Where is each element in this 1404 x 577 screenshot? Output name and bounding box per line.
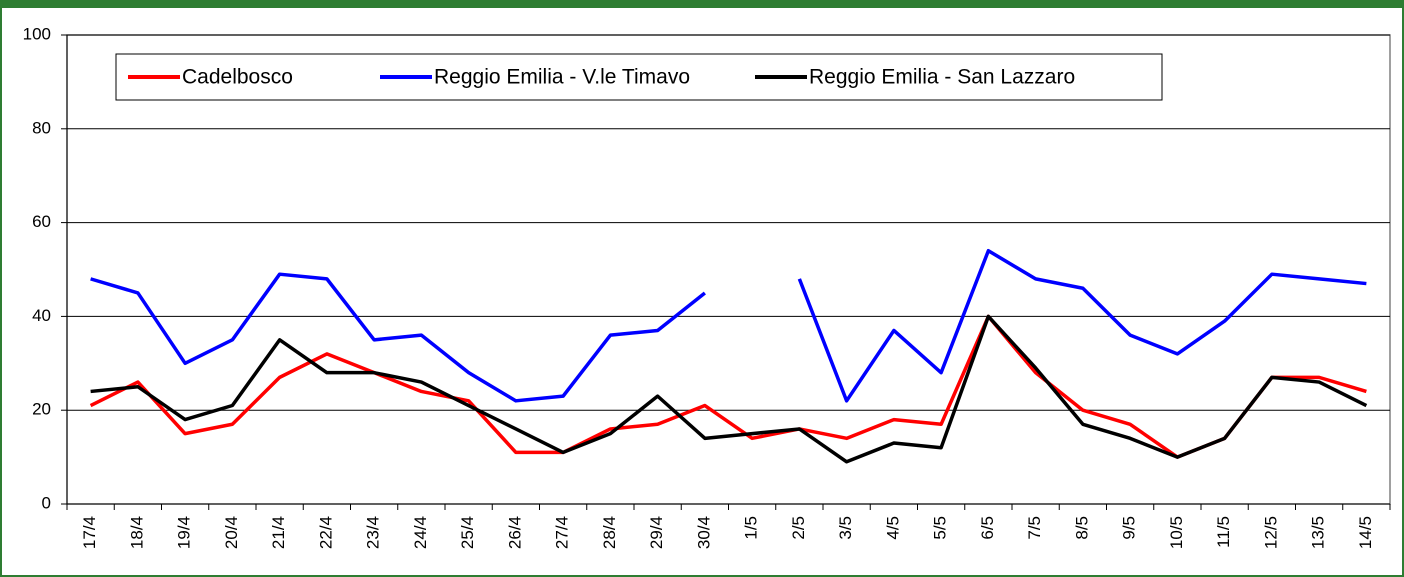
x-tick-label: 27/4 <box>553 516 572 549</box>
x-tick-label: 21/4 <box>269 516 288 549</box>
x-tick-label: 20/4 <box>222 516 241 549</box>
x-tick-label: 5/5 <box>931 516 950 540</box>
x-tick-label: 18/4 <box>127 516 146 549</box>
x-tick-label: 24/4 <box>411 516 430 549</box>
y-tick-label: 40 <box>32 306 51 325</box>
x-tick-label: 17/4 <box>80 516 99 549</box>
legend-box <box>115 53 1163 101</box>
line-series <box>90 314 1368 464</box>
x-tick-label: 11/5 <box>1214 516 1233 548</box>
y-tick-label: 0 <box>42 493 51 512</box>
x-tick-label: 12/5 <box>1261 516 1280 549</box>
y-tick-label: 20 <box>32 400 51 419</box>
x-tick-label: 6/5 <box>978 516 997 540</box>
x-tick-label: 7/5 <box>1025 516 1044 540</box>
x-tick-label: 8/5 <box>1072 516 1091 540</box>
x-tick-label: 9/5 <box>1120 516 1139 540</box>
x-tick-label: 13/5 <box>1309 516 1328 549</box>
legend-label: Cadelbosco <box>182 66 293 89</box>
x-tick-label: 1/5 <box>742 516 761 540</box>
y-tick-label: 60 <box>32 212 51 231</box>
x-tick-label: 2/5 <box>789 516 808 540</box>
x-tick-label: 30/4 <box>694 516 713 549</box>
x-tick-label: 4/5 <box>883 516 902 540</box>
legend-label: Reggio Emilia - V.le Timavo <box>434 66 690 89</box>
x-tick-label: 25/4 <box>458 516 477 549</box>
legend-label: Reggio Emilia - San Lazzaro <box>809 66 1075 89</box>
x-tick-label: 28/4 <box>600 516 619 549</box>
line-series <box>89 314 1367 459</box>
x-tick-label: 14/5 <box>1356 516 1375 549</box>
y-tick-label: 80 <box>32 118 51 137</box>
y-tick-label: 100 <box>23 24 51 43</box>
x-tick-label: 19/4 <box>175 516 194 549</box>
header-strip <box>0 0 1404 8</box>
x-tick-label: 29/4 <box>647 516 666 549</box>
x-tick-label: 22/4 <box>316 516 335 549</box>
x-tick-label: 23/4 <box>364 516 383 549</box>
x-tick-label: 26/4 <box>505 516 524 549</box>
x-tick-label: 10/5 <box>1167 516 1186 549</box>
x-tick-label: 3/5 <box>836 516 855 540</box>
line-series <box>90 248 1367 403</box>
